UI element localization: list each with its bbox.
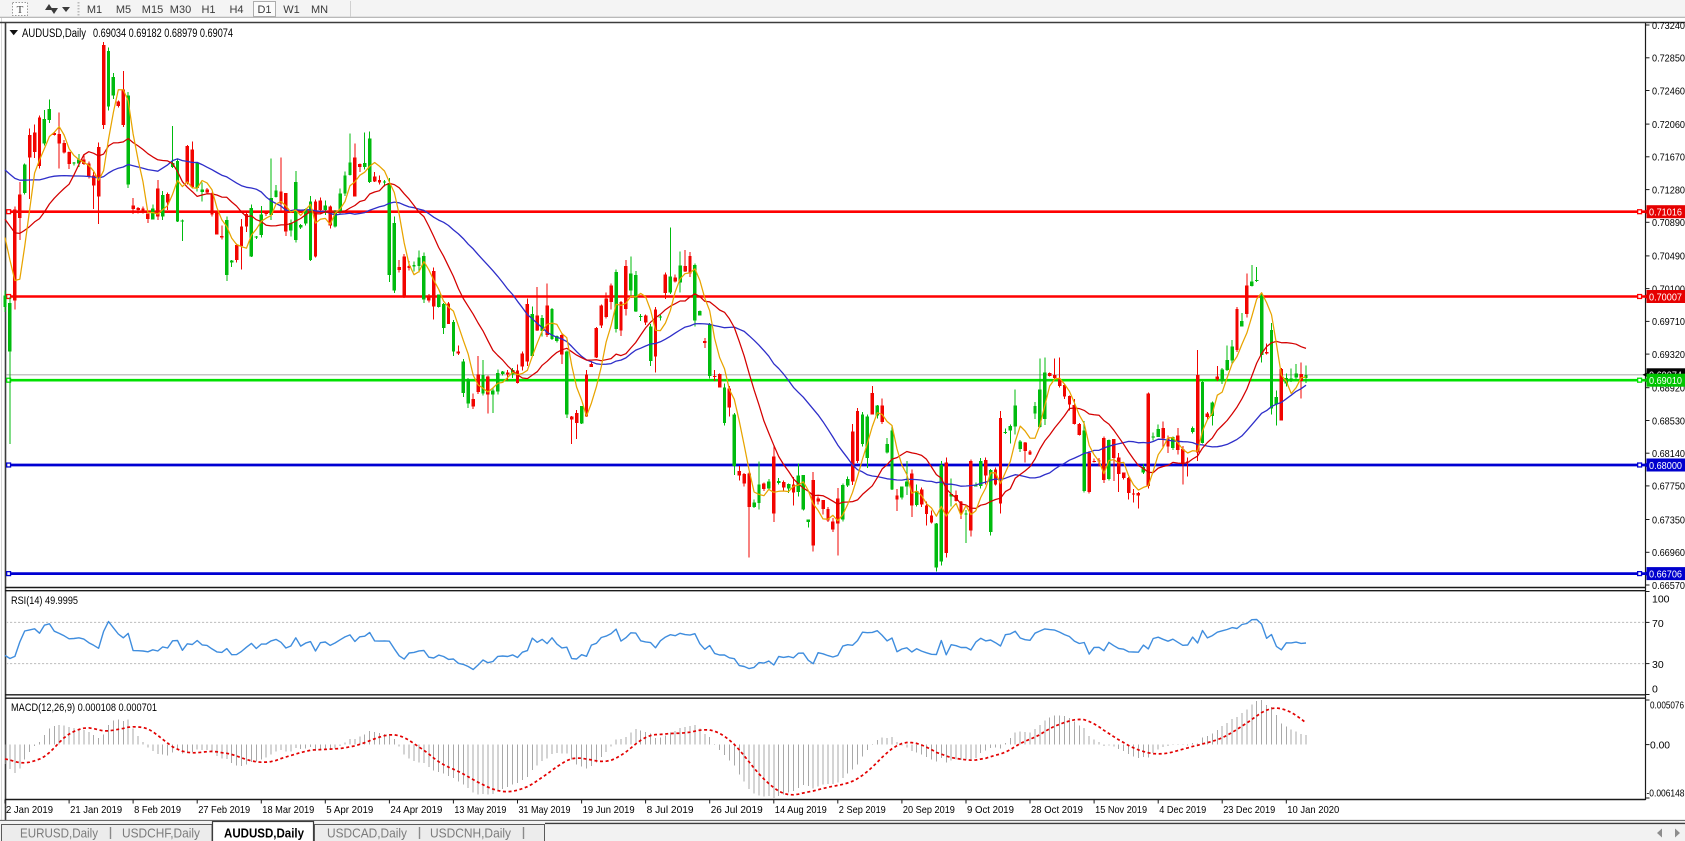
svg-text:0.68530: 0.68530 [1652, 415, 1685, 427]
svg-text:0.70890: 0.70890 [1652, 217, 1685, 229]
svg-text:M1: M1 [87, 4, 102, 16]
svg-text:0.72060: 0.72060 [1652, 119, 1685, 131]
svg-text:AUDUSD,Daily: AUDUSD,Daily [224, 827, 304, 841]
svg-text:31 May 2019: 31 May 2019 [519, 804, 571, 816]
svg-text:5 Apr 2019: 5 Apr 2019 [326, 804, 373, 816]
svg-text:27 Feb 2019: 27 Feb 2019 [198, 804, 250, 816]
svg-text:28 Oct 2019: 28 Oct 2019 [1031, 804, 1083, 816]
svg-text:0.67750: 0.67750 [1652, 481, 1685, 493]
svg-text:21 Jan 2019: 21 Jan 2019 [70, 804, 122, 816]
svg-text:RSI(14) 49.9995: RSI(14) 49.9995 [11, 595, 78, 607]
svg-text:0.70007: 0.70007 [1649, 291, 1682, 303]
svg-text:0.71016: 0.71016 [1649, 207, 1682, 219]
svg-text:0.67350: 0.67350 [1652, 514, 1685, 526]
svg-text:0.00: 0.00 [1650, 739, 1670, 751]
svg-text:-0.006148: -0.006148 [1647, 788, 1685, 800]
svg-text:0.69010: 0.69010 [1649, 375, 1682, 387]
svg-text:AUDUSD,Daily: AUDUSD,Daily [22, 28, 86, 40]
svg-text:2 Jan 2019: 2 Jan 2019 [6, 804, 53, 816]
svg-text:15 Nov 2019: 15 Nov 2019 [1095, 804, 1147, 816]
svg-text:30: 30 [1652, 659, 1664, 671]
svg-text:0.66706: 0.66706 [1649, 568, 1682, 580]
svg-text:14 Aug 2019: 14 Aug 2019 [775, 804, 827, 816]
svg-text:EURUSD,Daily: EURUSD,Daily [20, 827, 99, 841]
svg-text:20 Sep 2019: 20 Sep 2019 [903, 804, 955, 816]
svg-text:USDCNH,Daily: USDCNH,Daily [430, 827, 512, 841]
svg-text:T: T [17, 4, 24, 16]
svg-text:H1: H1 [201, 4, 215, 16]
svg-text:0.73240: 0.73240 [1652, 20, 1685, 32]
svg-text:70: 70 [1652, 618, 1664, 630]
svg-text:MACD(12,26,9) 0.000108 0.00070: MACD(12,26,9) 0.000108 0.000701 [11, 702, 157, 714]
svg-text:H4: H4 [229, 4, 243, 16]
svg-text:0.69710: 0.69710 [1652, 316, 1685, 328]
svg-text:0.66960: 0.66960 [1652, 547, 1685, 559]
svg-text:23 Dec 2019: 23 Dec 2019 [1223, 804, 1275, 816]
svg-text:0.005076: 0.005076 [1650, 700, 1684, 712]
svg-text:MN: MN [311, 4, 328, 16]
svg-text:W1: W1 [283, 4, 300, 16]
svg-text:M15: M15 [142, 4, 163, 16]
svg-text:8 Feb 2019: 8 Feb 2019 [134, 804, 181, 816]
svg-text:0.70490: 0.70490 [1652, 251, 1685, 263]
svg-text:0.71280: 0.71280 [1652, 184, 1685, 196]
svg-text:2 Sep 2019: 2 Sep 2019 [839, 804, 886, 816]
svg-text:4 Dec 2019: 4 Dec 2019 [1159, 804, 1206, 816]
svg-text:0.72850: 0.72850 [1652, 53, 1685, 65]
svg-text:0.69034 0.69182 0.68979 0.6907: 0.69034 0.69182 0.68979 0.69074 [93, 28, 233, 40]
svg-text:26 Jul 2019: 26 Jul 2019 [711, 804, 763, 816]
svg-text:0.72460: 0.72460 [1652, 85, 1685, 97]
svg-text:0.66570: 0.66570 [1652, 580, 1685, 592]
svg-text:USDCAD,Daily: USDCAD,Daily [327, 827, 408, 841]
svg-text:24 Apr 2019: 24 Apr 2019 [390, 804, 442, 816]
svg-text:0.69320: 0.69320 [1652, 349, 1685, 361]
svg-text:13 May 2019: 13 May 2019 [454, 804, 506, 816]
svg-text:D1: D1 [257, 4, 271, 16]
svg-text:M5: M5 [116, 4, 131, 16]
svg-text:0: 0 [1652, 683, 1658, 695]
svg-text:0.68140: 0.68140 [1652, 448, 1685, 460]
svg-text:0.68000: 0.68000 [1649, 460, 1682, 472]
svg-text:18 Mar 2019: 18 Mar 2019 [262, 804, 314, 816]
svg-text:10 Jan 2020: 10 Jan 2020 [1287, 804, 1339, 816]
svg-text:M30: M30 [170, 4, 191, 16]
svg-text:9 Oct 2019: 9 Oct 2019 [967, 804, 1014, 816]
svg-text:8 Jul 2019: 8 Jul 2019 [647, 804, 694, 816]
svg-text:USDCHF,Daily: USDCHF,Daily [122, 827, 201, 841]
svg-text:0.71670: 0.71670 [1652, 152, 1685, 164]
svg-text:100: 100 [1652, 594, 1670, 606]
svg-text:19 Jun 2019: 19 Jun 2019 [583, 804, 635, 816]
